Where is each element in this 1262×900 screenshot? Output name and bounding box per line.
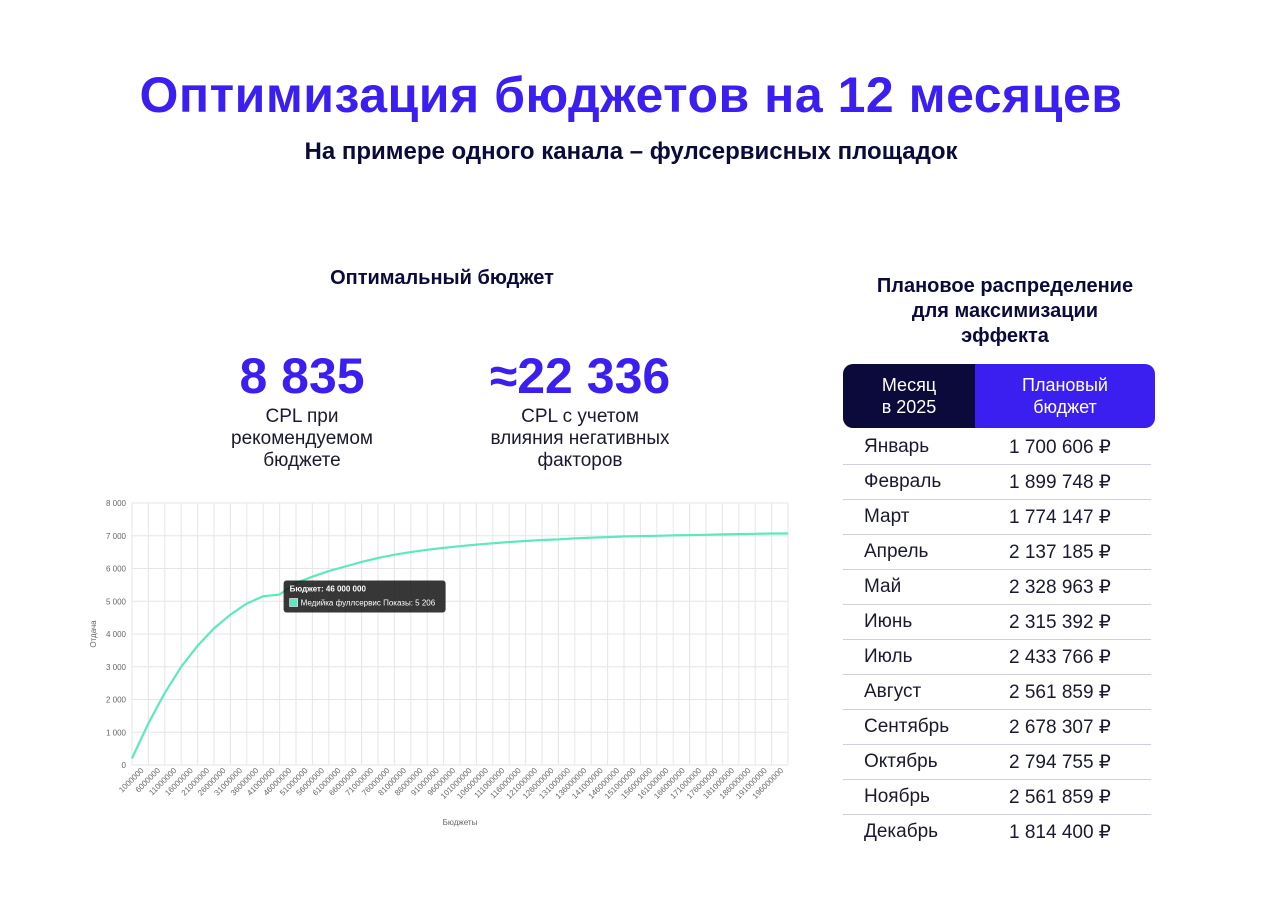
- month-cell: Ноябрь: [864, 786, 930, 807]
- column-header-budget: Плановый бюджет: [975, 364, 1155, 428]
- column-header-month: Месяц в 2025: [843, 364, 975, 428]
- tooltip-label: Медийка фуллсервис Показы: 5 206: [301, 599, 436, 608]
- kpi-label-line: факторов: [537, 450, 623, 471]
- y-tick-label: 2 000: [106, 696, 127, 705]
- table-row: Февраль 1 899 748 ₽: [843, 465, 1151, 500]
- month-cell: Август: [864, 681, 922, 702]
- tooltip-title: Бюджет: 46 000 000: [290, 585, 367, 594]
- budget-table: Январь 1 700 606 ₽ Февраль 1 899 748 ₽ Мар…: [843, 430, 1151, 849]
- table-row: Декабрь 1 814 400 ₽: [843, 815, 1151, 849]
- x-axis-label: Бюджеты: [443, 818, 478, 827]
- y-axis-label: Отдача: [89, 620, 98, 648]
- budget-cell: 1 814 400 ₽: [1009, 821, 1111, 843]
- month-cell: Январь: [864, 436, 930, 457]
- y-tick-label: 6 000: [106, 565, 127, 574]
- month-cell: Октябрь: [864, 751, 938, 772]
- optimal-budget-heading: Оптимальный бюджет: [330, 267, 554, 289]
- table-row: Май 2 328 963 ₽: [843, 570, 1151, 605]
- month-cell: Февраль: [864, 471, 942, 492]
- table-row: Ноябрь 2 561 859 ₽: [843, 780, 1151, 815]
- budget-cell: 2 678 307 ₽: [1009, 716, 1111, 738]
- distribution-heading-line: Плановое распределение: [876, 275, 1134, 297]
- y-tick-label: 5 000: [106, 597, 127, 606]
- kpi-label-line: CPL с учетом: [521, 406, 639, 427]
- tooltip-swatch: [289, 598, 298, 607]
- y-tick-label: 1 000: [106, 728, 127, 737]
- table-row: Апрель 2 137 185 ₽: [843, 535, 1151, 570]
- budget-cell: 1 774 147 ₽: [1009, 506, 1111, 528]
- month-cell: Сентябрь: [864, 716, 950, 737]
- month-cell: Декабрь: [864, 821, 939, 842]
- budget-cell: 1 899 748 ₽: [1009, 471, 1111, 493]
- budget-cell: 1 700 606 ₽: [1009, 436, 1111, 458]
- budget-cell: 2 794 755 ₽: [1009, 751, 1111, 773]
- series-line: [131, 532, 788, 759]
- page-subtitle: На примере одного канала – фулсервисных …: [304, 138, 958, 165]
- kpi-label-line: бюджете: [263, 450, 341, 471]
- budget-cell: 2 433 766 ₽: [1009, 646, 1111, 668]
- kpi-cpl-negative: ≈22 336 CPL с учетом влияния негативных …: [452, 348, 708, 472]
- page-title: Оптимизация бюджетов на 12 месяцев: [139, 67, 1123, 123]
- y-tick-label: 3 000: [106, 663, 127, 672]
- kpi-label-line: рекомендуемом: [231, 428, 373, 449]
- budget-cell: 2 137 185 ₽: [1009, 541, 1111, 563]
- kpi-label-line: влияния негативных: [490, 428, 670, 449]
- budget-cell: 2 315 392 ₽: [1009, 611, 1111, 633]
- month-cell: Июнь: [864, 611, 913, 632]
- column-header-line: Месяц: [881, 375, 937, 395]
- table-row: Июль 2 433 766 ₽: [843, 640, 1151, 675]
- column-header-line: бюджет: [1033, 397, 1097, 417]
- month-cell: Июль: [864, 646, 913, 667]
- distribution-heading-line: для максимизации: [911, 300, 1099, 322]
- kpi-cpl-negative-label: CPL с учетом влияния негативных факторов: [452, 406, 708, 472]
- tooltip-box: [283, 580, 446, 613]
- table-row: Сентябрь 2 678 307 ₽: [843, 710, 1151, 745]
- budget-cell: 2 561 859 ₽: [1009, 681, 1111, 703]
- y-tick-label: 4 000: [106, 630, 127, 639]
- budget-cell: 2 328 963 ₽: [1009, 576, 1111, 598]
- kpi-cpl-recommended: 8 835 CPL при рекомендуемом бюджете: [180, 348, 424, 472]
- month-cell: Март: [864, 506, 910, 527]
- kpi-cpl-recommended-value: 8 835: [239, 348, 365, 404]
- distribution-heading-line: эффекта: [961, 325, 1049, 347]
- column-header-line: Плановый: [1022, 375, 1108, 395]
- table-header: Месяц в 2025 Плановый бюджет: [843, 364, 1155, 428]
- table-row: Октябрь 2 794 755 ₽: [843, 745, 1151, 780]
- y-tick-label: 0: [122, 761, 127, 770]
- budget-return-chart: 0 1 000 2 000 3 000 4 000 5 000 6 000 7 000 8 00…: [89, 499, 789, 827]
- kpi-cpl-negative-value: ≈22 336: [489, 348, 671, 404]
- y-tick-label: 7 000: [106, 532, 127, 541]
- month-cell: Май: [864, 576, 902, 597]
- y-tick-label: 8 000: [106, 499, 127, 508]
- kpi-label-line: CPL при: [265, 406, 339, 427]
- month-cell: Апрель: [864, 541, 929, 562]
- column-header-line: в 2025: [881, 397, 937, 417]
- table-row: Март 1 774 147 ₽: [843, 500, 1151, 535]
- budget-cell: 2 561 859 ₽: [1009, 786, 1111, 808]
- kpi-cpl-recommended-label: CPL при рекомендуемом бюджете: [180, 406, 424, 472]
- distribution-heading: Плановое распределение для максимизации …: [840, 274, 1170, 349]
- table-row: Январь 1 700 606 ₽: [843, 430, 1151, 465]
- table-row: Июнь 2 315 392 ₽: [843, 605, 1151, 640]
- table-row: Август 2 561 859 ₽: [843, 675, 1151, 710]
